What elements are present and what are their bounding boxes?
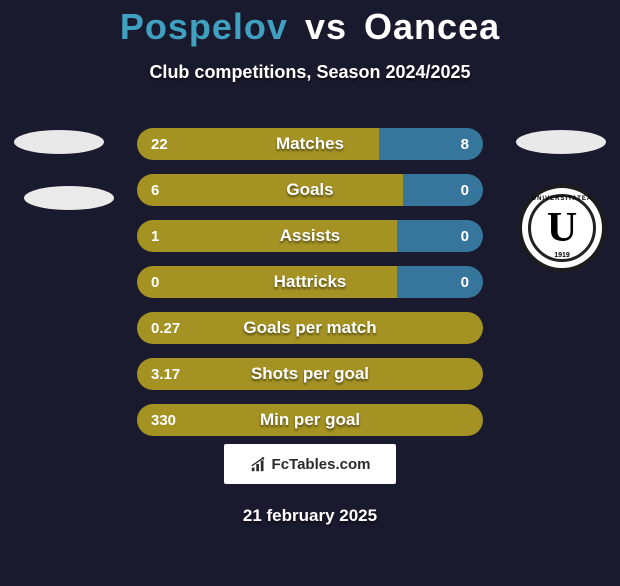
stat-bar-row: 3.17Shots per goal [137,358,483,390]
stat-right-segment: 8 [379,128,483,160]
stat-left-value: 0 [151,274,159,291]
stat-left-value: 0.27 [151,320,180,337]
stat-bar-row: 330Min per goal [137,404,483,436]
badge-letter: U [547,207,577,249]
badge-year: 1919 [554,252,570,259]
stat-right-value: 0 [461,274,469,291]
stat-bar-row: 00Hattricks [137,266,483,298]
placeholder-ellipse-icon [14,130,104,154]
player1-name: Pospelov [120,6,288,47]
placeholder-ellipse-icon [24,186,114,210]
stat-left-value: 330 [151,412,176,429]
fctables-logo-icon [250,455,268,473]
universitatea-cluj-badge-icon: UNIVERSITATEA U 1919 [518,184,606,272]
brand-banner: FcTables.com [224,444,396,484]
stat-left-value: 1 [151,228,159,245]
comparison-title: Pospelov vs Oancea [0,6,620,48]
stat-left-segment: 1 [137,220,397,252]
stat-left-segment: 0 [137,266,397,298]
stat-left-segment: 330 [137,404,483,436]
stat-left-segment: 22 [137,128,379,160]
stats-bar-group: 228Matches60Goals10Assists00Hattricks0.2… [137,128,483,450]
date-text: 21 february 2025 [0,506,620,526]
stat-right-segment: 0 [397,266,484,298]
placeholder-ellipse-icon [516,130,606,154]
stat-right-value: 0 [461,228,469,245]
brand-text: FcTables.com [272,456,371,473]
club-badge-left-2 [24,174,114,220]
stat-bar-row: 60Goals [137,174,483,206]
player2-name: Oancea [364,6,500,47]
stat-bar-row: 10Assists [137,220,483,252]
stat-right-segment: 0 [403,174,483,206]
badge-arc-text: UNIVERSITATEA [532,196,592,202]
competition-subtitle: Club competitions, Season 2024/2025 [0,62,620,83]
club-badge-right-2: UNIVERSITATEA U 1919 [518,184,606,272]
stat-right-segment: 0 [397,220,484,252]
stat-left-segment: 0.27 [137,312,483,344]
stat-left-segment: 6 [137,174,403,206]
stat-bar-row: 0.27Goals per match [137,312,483,344]
stat-right-value: 8 [461,136,469,153]
stat-left-value: 22 [151,136,168,153]
stat-left-segment: 3.17 [137,358,483,390]
stat-right-value: 0 [461,182,469,199]
stat-left-value: 3.17 [151,366,180,383]
stat-left-value: 6 [151,182,159,199]
stat-bar-row: 228Matches [137,128,483,160]
vs-text: vs [305,6,347,47]
